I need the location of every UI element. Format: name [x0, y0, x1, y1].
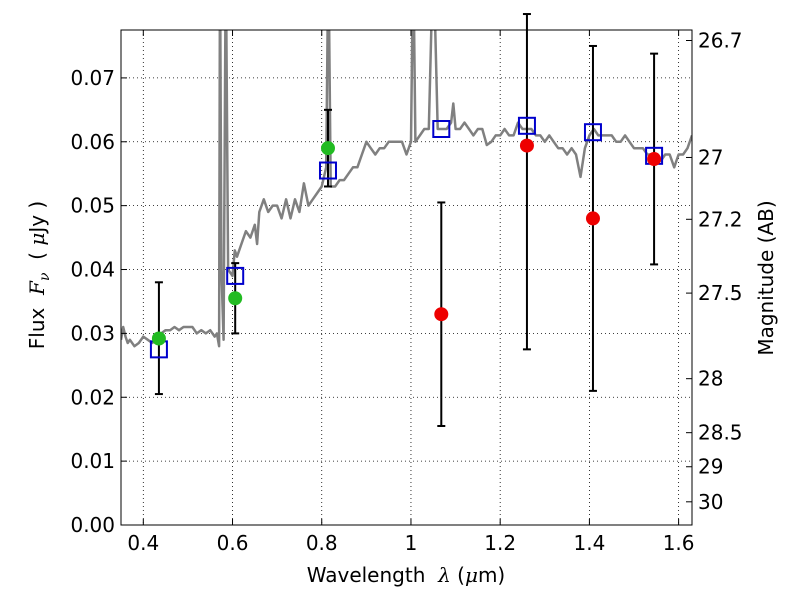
- green-circle-marker: [320, 141, 335, 156]
- x-tick-label: 1.2: [484, 531, 516, 555]
- y2-tick-label: 27.5: [698, 281, 743, 305]
- red-circle-marker: [647, 152, 662, 167]
- y-axis-title-units-mu: μ: [25, 233, 49, 246]
- x-tick-label: 1.6: [663, 531, 695, 555]
- y-axis-title-subscript: ν: [37, 272, 53, 281]
- green-circle-marker: [151, 331, 166, 346]
- model-square-marker: [517, 116, 536, 135]
- y-tick-label: 0.05: [70, 194, 115, 218]
- plot-frame: [120, 29, 693, 526]
- y-tick-label: 0.00: [70, 513, 115, 537]
- x-tick-label: 1.4: [573, 531, 605, 555]
- x-axis-title-units-mu: μ: [465, 563, 478, 587]
- y-axis-ticks: 0.00 0.01 0.02 0.03 0.04 0.05 0.06 0.07: [70, 66, 127, 537]
- y-axis-title: Flux Fν ( μJy ): [25, 201, 53, 349]
- y-tick-label: 0.07: [70, 66, 115, 90]
- model-square-marker: [432, 120, 451, 138]
- y-tick-label: 0.03: [70, 321, 115, 345]
- y2-axis-title: Magnitude (AB): [754, 200, 778, 355]
- x-axis-title: Wavelength λ (μm): [307, 563, 506, 587]
- x-tick-label: 0.6: [217, 531, 249, 555]
- y2-tick-label: 28.5: [698, 421, 743, 445]
- model-square-marker: [583, 123, 602, 142]
- red-circle-marker: [585, 211, 600, 226]
- model-square-marker: [226, 266, 245, 285]
- y-tick-label: 0.02: [70, 385, 115, 409]
- y2-tick-label: 30: [698, 490, 723, 514]
- y-axis-title-units-close: Jy ): [25, 201, 49, 235]
- x-tick-label: 1: [405, 531, 418, 555]
- y2-tick-label: 29: [698, 455, 723, 479]
- y-axis-title-symbol: F: [25, 280, 49, 296]
- x-axis-title-units-close: m): [478, 563, 505, 587]
- red-circle-marker: [434, 307, 449, 322]
- model-square-marker: [318, 161, 337, 180]
- x-axis-title-prefix: Wavelength: [307, 563, 438, 587]
- x-axis-title-symbol: λ: [437, 563, 451, 587]
- data-markers: [149, 116, 664, 359]
- grid-lines: [121, 30, 692, 526]
- green-circle-marker: [228, 291, 243, 306]
- y2-tick-label: 27.2: [698, 207, 743, 231]
- x-tick-label: 0.4: [127, 531, 159, 555]
- y-tick-label: 0.01: [70, 449, 115, 473]
- y2-tick-label: 26.7: [698, 28, 743, 52]
- x-axis-ticks: 0.4 0.6 0.8 1 1.2 1.4 1.6: [127, 30, 695, 555]
- y2-tick-label: 27: [698, 145, 723, 169]
- y-tick-label: 0.06: [70, 130, 115, 154]
- plot-background: [121, 30, 692, 525]
- x-axis-title-units-open: (: [451, 563, 465, 587]
- red-circle-marker: [519, 138, 534, 153]
- y2-axis-ticks: 26.7 27 27.2 27.5 28 28.5 29 30: [686, 28, 743, 514]
- y-axis-title-units-open: (: [25, 246, 49, 273]
- x-tick-label: 0.8: [306, 531, 338, 555]
- y2-tick-label: 28: [698, 367, 723, 391]
- y-axis-title-prefix: Flux: [25, 295, 49, 349]
- y-tick-label: 0.04: [70, 258, 115, 282]
